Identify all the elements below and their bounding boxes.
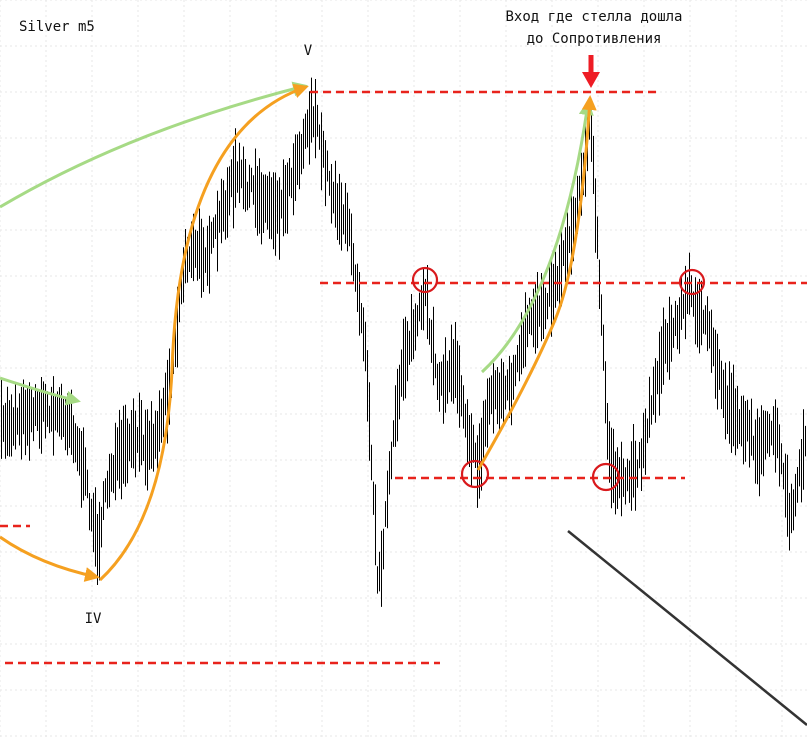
touch-circle-1 bbox=[411, 266, 439, 294]
entry-arrow bbox=[582, 55, 600, 88]
green-arrows bbox=[0, 81, 594, 406]
orange-arrow-to-iv bbox=[0, 535, 100, 582]
trendline bbox=[567, 530, 807, 726]
touch-circle-2 bbox=[460, 459, 490, 489]
entry-arrow-head bbox=[582, 72, 600, 88]
touch-circles bbox=[411, 266, 706, 492]
orange-arrow-wave-v bbox=[98, 83, 309, 582]
green-arrow-right bbox=[480, 100, 594, 374]
level-lines bbox=[0, 90, 807, 665]
touch-circle-4 bbox=[678, 268, 706, 296]
entry-note-line-1: Вход где стелла дошла bbox=[505, 9, 682, 25]
chart-title: Silver m5 bbox=[19, 19, 95, 35]
orange-arrows bbox=[0, 83, 597, 582]
wave-label-iv: IV bbox=[85, 611, 102, 627]
green-arrow-top bbox=[0, 81, 308, 209]
price-bars bbox=[1, 77, 806, 607]
orange-arrow-right bbox=[476, 95, 597, 471]
wave-label-v: V bbox=[304, 43, 313, 59]
entry-note-line-2: до Сопротивления bbox=[527, 31, 662, 47]
green-arrow-mid bbox=[0, 376, 81, 406]
touch-circle-3 bbox=[591, 462, 621, 492]
entry-arrow-shaft bbox=[588, 55, 594, 75]
